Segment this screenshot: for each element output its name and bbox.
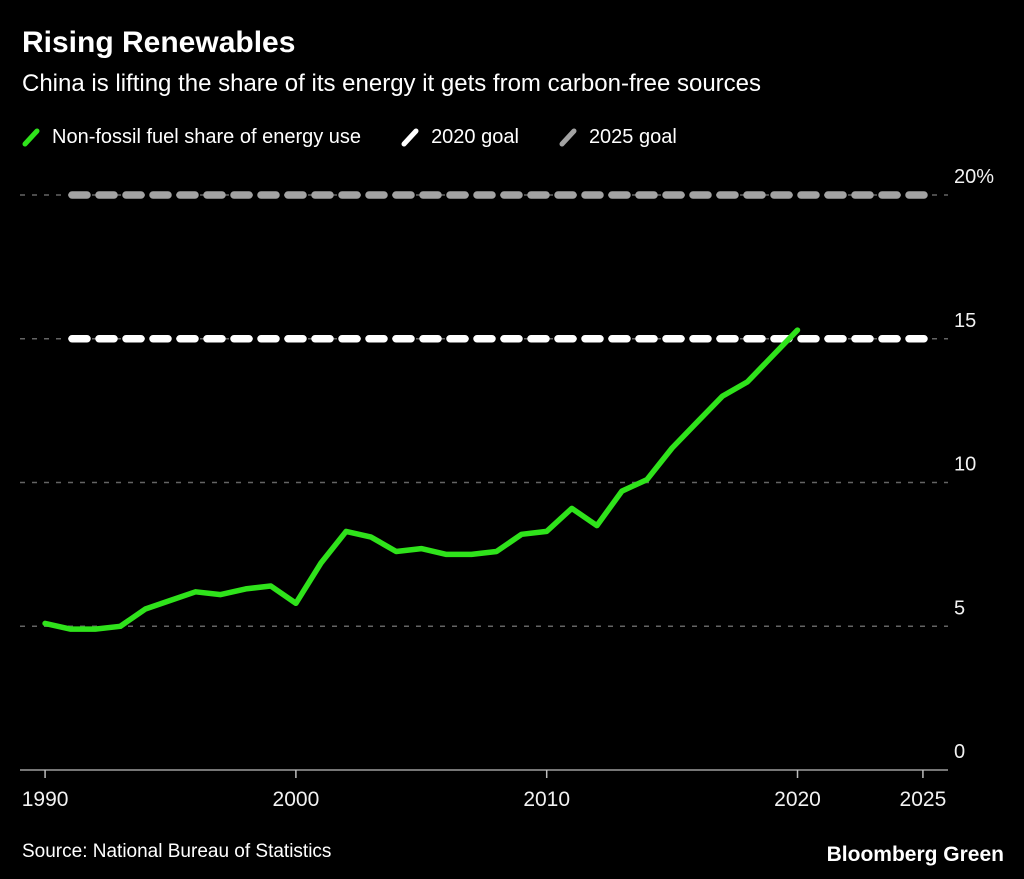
y-tick-label: 0 (954, 741, 965, 763)
x-tick-label: 2020 (774, 788, 821, 811)
goal-2025-swatch-icon (559, 128, 577, 146)
y-tick-label: 10 (954, 454, 976, 476)
x-tick-label: 2025 (900, 788, 947, 811)
y-tick-label: 15 (954, 310, 976, 332)
goal-2020-swatch-icon (401, 128, 419, 146)
series-swatch-icon (22, 128, 40, 146)
legend-item-series: Non-fossil fuel share of energy use (20, 126, 361, 149)
legend-item-2025-goal: 2025 goal (557, 126, 677, 149)
page-subtitle: China is lifting the share of its energy… (22, 70, 762, 97)
x-tick-label: 2000 (273, 788, 320, 811)
x-tick-label: 1990 (22, 788, 69, 811)
source-note: Source: National Bureau of Statistics (22, 841, 332, 862)
x-tick-label: 2010 (523, 788, 570, 811)
y-tick-label: 20% (954, 166, 994, 188)
legend: Non-fossil fuel share of energy use 2020… (20, 126, 677, 149)
legend-label-2020-goal: 2020 goal (431, 126, 519, 148)
y-tick-label: 5 (954, 597, 965, 619)
legend-label-series: Non-fossil fuel share of energy use (52, 126, 362, 148)
series-line-non-fossil-fuel-share-of-energy-use (42, 327, 801, 632)
legend-item-2020-goal: 2020 goal (399, 126, 519, 149)
legend-label-2025-goal: 2025 goal (588, 126, 677, 148)
page-title: Rising Renewables (22, 26, 296, 59)
brand-logo: Bloomberg Green (826, 843, 1004, 866)
